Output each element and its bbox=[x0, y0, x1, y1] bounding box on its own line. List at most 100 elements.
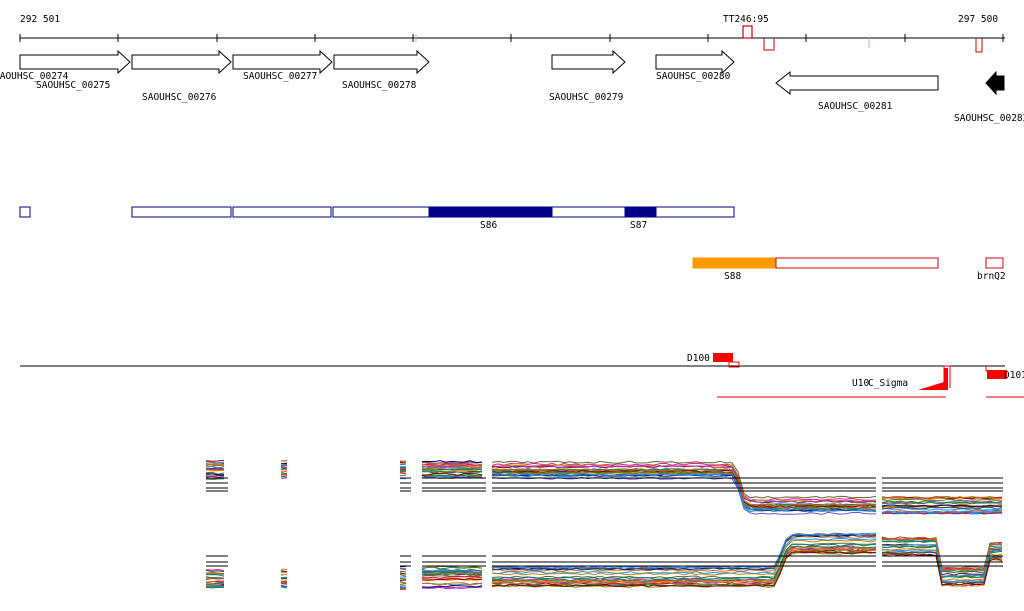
gene-label: SAOUHSC_00280 bbox=[656, 71, 731, 82]
profile-line bbox=[399, 471, 407, 474]
segment-label: S87 bbox=[630, 220, 647, 231]
profile-line bbox=[205, 569, 225, 572]
gene-arrow[interactable] bbox=[985, 70, 1005, 96]
profile-line bbox=[399, 463, 407, 466]
profile-line bbox=[491, 551, 877, 588]
profile-line bbox=[399, 460, 407, 463]
gene-label: SAOUHSC_00275 bbox=[36, 80, 110, 91]
profile-line bbox=[881, 553, 1003, 586]
gene-arrow[interactable] bbox=[19, 49, 131, 75]
segment-box-orange[interactable] bbox=[692, 257, 777, 269]
feature-block-small[interactable] bbox=[728, 361, 740, 368]
profile-line bbox=[205, 576, 225, 579]
profile-line bbox=[205, 572, 224, 576]
profile-line bbox=[205, 574, 225, 577]
profile-line bbox=[205, 586, 225, 589]
segment-box[interactable] bbox=[131, 206, 232, 218]
profile-line bbox=[399, 570, 407, 573]
feature-label-u10: U10 bbox=[852, 378, 869, 389]
profile-line bbox=[491, 542, 877, 579]
segment-box-filled[interactable] bbox=[428, 206, 553, 218]
feature-track: D100 U10 C_Sigma D101 bbox=[20, 353, 1024, 398]
segment-label: S88 bbox=[724, 271, 741, 282]
profile-line bbox=[881, 510, 1003, 514]
feature-label-d100: D100 bbox=[687, 353, 710, 364]
gene-arrow[interactable] bbox=[655, 49, 735, 75]
profile-line bbox=[491, 539, 877, 576]
profile-line bbox=[205, 465, 225, 469]
terminator-marker-right[interactable] bbox=[975, 38, 983, 53]
gene-track: SAOUHSC_00274 SAOUHSC_00275 SAOUHSC_0027… bbox=[0, 49, 1024, 124]
profile-line bbox=[881, 496, 1003, 500]
profile-line bbox=[881, 507, 1003, 511]
profile-line bbox=[881, 501, 1003, 505]
gene-arrow[interactable] bbox=[333, 49, 430, 75]
profile-line bbox=[421, 566, 483, 569]
profile-line bbox=[399, 581, 407, 584]
profile-line bbox=[205, 581, 224, 585]
profile-line bbox=[491, 532, 876, 569]
profile-line bbox=[491, 537, 877, 575]
gene-arrow[interactable] bbox=[775, 70, 939, 96]
terminator-marker[interactable] bbox=[742, 25, 753, 39]
feature-block-d101[interactable] bbox=[987, 370, 1007, 379]
profile-line bbox=[421, 468, 483, 471]
profile-line bbox=[399, 578, 407, 582]
profile-line bbox=[491, 474, 877, 512]
segment-box-red[interactable] bbox=[985, 257, 1004, 269]
profile-line bbox=[491, 468, 877, 507]
feature-ramp[interactable] bbox=[918, 368, 948, 390]
profile-line bbox=[280, 583, 288, 585]
profile-line bbox=[280, 578, 288, 580]
gene-arrow[interactable] bbox=[131, 49, 232, 75]
profile-line bbox=[491, 473, 876, 512]
profile-line bbox=[280, 581, 288, 584]
profile-line bbox=[399, 468, 407, 471]
gene-label: SAOUHSC_00281 bbox=[818, 101, 893, 112]
segment-box[interactable] bbox=[232, 206, 332, 218]
profile-line bbox=[421, 569, 483, 572]
segment-box[interactable] bbox=[332, 206, 430, 218]
profile-line bbox=[881, 504, 1003, 508]
ruler-end-label: 297 500 bbox=[958, 14, 998, 25]
profile-line bbox=[421, 578, 483, 581]
segment-box[interactable] bbox=[551, 206, 626, 218]
gene-label: SAOUHSC_00276 bbox=[142, 92, 217, 103]
profile-line bbox=[280, 586, 288, 589]
profile-line bbox=[421, 572, 483, 576]
profile-line bbox=[491, 470, 877, 509]
feature-block-d100[interactable] bbox=[713, 353, 733, 362]
profile-line bbox=[280, 464, 288, 466]
profile-line bbox=[399, 583, 407, 585]
profile-line bbox=[205, 459, 225, 462]
ruler-start-label: 292 501 bbox=[20, 14, 60, 25]
profile-line bbox=[280, 459, 288, 462]
profile-line bbox=[422, 468, 483, 472]
gene-label: SAOUHSC_00274 bbox=[0, 71, 69, 82]
profile-line bbox=[205, 471, 225, 475]
profile-line bbox=[421, 473, 483, 476]
segment-box[interactable] bbox=[19, 206, 31, 218]
profile-line bbox=[421, 470, 483, 474]
profile-line bbox=[881, 538, 1003, 572]
profile-line bbox=[492, 548, 877, 585]
profile-line bbox=[881, 498, 1003, 502]
segment-label: brnQ2 bbox=[977, 271, 1006, 282]
gene-arrow[interactable] bbox=[551, 49, 626, 75]
profile-line bbox=[205, 576, 224, 580]
profile-line bbox=[491, 469, 877, 508]
profile-line bbox=[421, 584, 483, 588]
profile-line bbox=[491, 460, 877, 499]
gene-arrow[interactable] bbox=[232, 49, 333, 75]
segment-box-filled[interactable] bbox=[624, 206, 657, 218]
profile-line bbox=[421, 575, 483, 579]
profile-line bbox=[492, 546, 877, 583]
segment-box-red[interactable] bbox=[775, 257, 939, 269]
profile-line bbox=[881, 545, 1003, 579]
terminator-label: TT246:95 bbox=[723, 14, 769, 25]
segment-box[interactable] bbox=[655, 206, 735, 218]
profile-line bbox=[491, 535, 877, 572]
terminator-marker-small[interactable] bbox=[763, 38, 775, 51]
feature-label-d101: D101 bbox=[1004, 370, 1024, 381]
